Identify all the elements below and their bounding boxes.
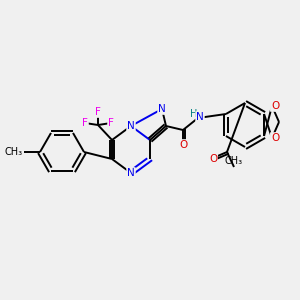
- Text: N: N: [196, 112, 204, 122]
- Text: F: F: [95, 107, 101, 117]
- Text: O: O: [271, 133, 279, 143]
- Text: CH₃: CH₃: [5, 147, 23, 157]
- Text: O: O: [271, 101, 279, 111]
- Text: O: O: [209, 154, 217, 164]
- Text: N: N: [127, 168, 135, 178]
- Text: H: H: [190, 109, 197, 119]
- Text: F: F: [108, 118, 114, 128]
- Text: O: O: [180, 140, 188, 150]
- Text: N: N: [127, 121, 135, 131]
- Text: F: F: [82, 118, 88, 128]
- Text: N: N: [158, 104, 166, 114]
- Text: CH₃: CH₃: [225, 156, 243, 166]
